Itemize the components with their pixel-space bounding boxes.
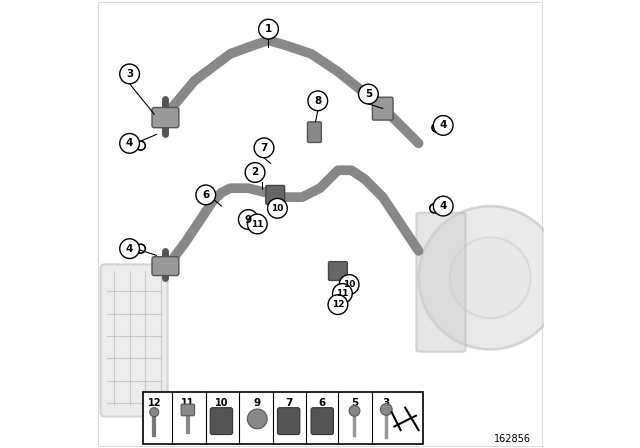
Text: 4: 4 (126, 244, 133, 254)
Circle shape (245, 163, 265, 182)
FancyBboxPatch shape (152, 257, 179, 276)
Circle shape (419, 206, 562, 349)
Circle shape (430, 204, 439, 213)
Text: 4: 4 (440, 201, 447, 211)
Circle shape (433, 116, 453, 135)
Text: 11: 11 (336, 289, 349, 298)
Circle shape (136, 244, 145, 253)
Circle shape (450, 237, 531, 318)
Text: 8: 8 (314, 96, 321, 106)
Circle shape (308, 91, 328, 111)
Text: 162856: 162856 (493, 434, 531, 444)
FancyBboxPatch shape (143, 392, 423, 444)
Circle shape (349, 405, 360, 416)
FancyBboxPatch shape (328, 262, 348, 280)
FancyBboxPatch shape (311, 408, 333, 435)
Text: 6: 6 (202, 190, 209, 200)
Text: 12: 12 (332, 300, 344, 309)
FancyBboxPatch shape (372, 97, 393, 120)
Text: 9: 9 (244, 215, 252, 224)
FancyBboxPatch shape (181, 404, 195, 416)
FancyBboxPatch shape (100, 264, 168, 417)
Text: 10: 10 (271, 204, 284, 213)
Circle shape (150, 408, 159, 417)
Text: 2: 2 (252, 168, 259, 177)
Circle shape (196, 185, 216, 205)
Circle shape (358, 84, 378, 104)
Text: 7: 7 (285, 398, 292, 408)
Circle shape (259, 19, 278, 39)
Text: 5: 5 (351, 398, 358, 408)
Circle shape (333, 284, 352, 303)
Circle shape (120, 134, 140, 153)
Text: 9: 9 (253, 398, 261, 408)
Circle shape (239, 210, 258, 229)
Circle shape (248, 409, 267, 429)
Text: 3: 3 (383, 398, 390, 408)
Text: 10: 10 (214, 398, 228, 408)
Circle shape (339, 275, 359, 294)
FancyBboxPatch shape (210, 408, 233, 435)
FancyBboxPatch shape (417, 213, 466, 352)
FancyBboxPatch shape (266, 185, 285, 204)
Text: 11: 11 (251, 220, 264, 228)
Text: 6: 6 (319, 398, 326, 408)
Text: 3: 3 (126, 69, 133, 79)
Circle shape (120, 239, 140, 258)
Circle shape (120, 64, 140, 84)
FancyBboxPatch shape (152, 108, 179, 128)
Circle shape (254, 138, 274, 158)
Circle shape (433, 196, 453, 216)
Text: 12: 12 (147, 398, 161, 408)
Text: 4: 4 (126, 138, 133, 148)
Circle shape (268, 198, 287, 218)
Circle shape (136, 141, 145, 150)
FancyBboxPatch shape (278, 408, 300, 435)
Circle shape (328, 295, 348, 314)
Text: 1: 1 (265, 24, 272, 34)
Text: 5: 5 (365, 89, 372, 99)
Circle shape (380, 404, 392, 415)
FancyBboxPatch shape (307, 122, 321, 142)
Text: 7: 7 (260, 143, 268, 153)
Circle shape (432, 123, 441, 132)
Text: 11: 11 (181, 398, 195, 408)
Text: 10: 10 (343, 280, 355, 289)
Text: 4: 4 (440, 121, 447, 130)
Circle shape (248, 214, 267, 234)
